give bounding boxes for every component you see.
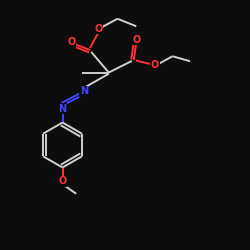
Text: O: O [151, 60, 159, 70]
Text: O: O [58, 176, 66, 186]
Text: O: O [67, 38, 75, 48]
Text: N: N [58, 104, 66, 114]
Text: O: O [94, 24, 103, 34]
Text: O: O [132, 35, 140, 45]
Text: N: N [80, 86, 88, 96]
